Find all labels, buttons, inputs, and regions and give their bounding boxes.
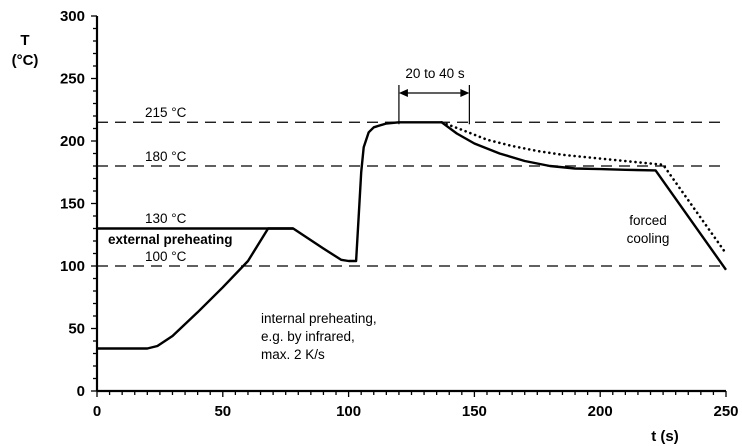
series-lines bbox=[97, 121, 728, 350]
y-tick-label: 150 bbox=[60, 196, 85, 213]
annotation-internal-preheating-line-2: e.g. by infrared, bbox=[261, 329, 355, 344]
y-tick-label: 50 bbox=[68, 321, 85, 338]
x-tick-label: 50 bbox=[214, 403, 231, 420]
ref-line-label-215: 215 °C bbox=[145, 105, 187, 120]
series-dotted-profile bbox=[440, 121, 728, 255]
axis-ticks: 0 50 100 150 200 250 300 0 50 100 150 200 250 bbox=[60, 8, 739, 420]
y-tick-label: 300 bbox=[60, 8, 85, 25]
y-tick-label: 100 bbox=[60, 258, 85, 275]
y-axis-label-line-1: T bbox=[20, 32, 29, 49]
y-tick-label: 200 bbox=[60, 133, 85, 150]
x-tick-label: 250 bbox=[713, 403, 738, 420]
series-solid-profile bbox=[97, 121, 727, 350]
x-tick-label: 200 bbox=[588, 403, 613, 420]
interval-20-to-40-s-marker bbox=[398, 85, 470, 125]
x-tick-label: 0 bbox=[93, 403, 101, 420]
ref-line-label-100: 100 °C bbox=[145, 249, 187, 264]
ref-line-label-180: 180 °C bbox=[145, 149, 187, 164]
x-tick-label: 150 bbox=[462, 403, 487, 420]
annotation-forced-cooling-line-1: forced bbox=[629, 213, 667, 228]
annotation-internal-preheating-line-1: internal preheating, bbox=[261, 311, 377, 326]
x-tick-label: 100 bbox=[336, 403, 361, 420]
annotation-130c: 130 °C bbox=[145, 211, 187, 226]
annotation-forced-cooling-line-2: cooling bbox=[627, 231, 670, 246]
y-axis-label-line-2: (°C) bbox=[12, 52, 39, 69]
y-tick-label: 0 bbox=[77, 383, 85, 400]
y-tick-label: 250 bbox=[60, 71, 85, 88]
annotation-internal-preheating-line-3: max. 2 K/s bbox=[261, 347, 325, 362]
x-axis-label: t (s) bbox=[651, 428, 679, 445]
chart-labels: T (°C) t (s) 215 °C 180 °C 100 °C 130 °C… bbox=[12, 32, 679, 445]
annotation-20-to-40-s: 20 to 40 s bbox=[405, 66, 465, 81]
interval-arrow-head-left bbox=[398, 89, 408, 97]
annotation-external-preheating: external preheating bbox=[108, 232, 233, 247]
interval-arrow-head-right bbox=[460, 89, 470, 97]
